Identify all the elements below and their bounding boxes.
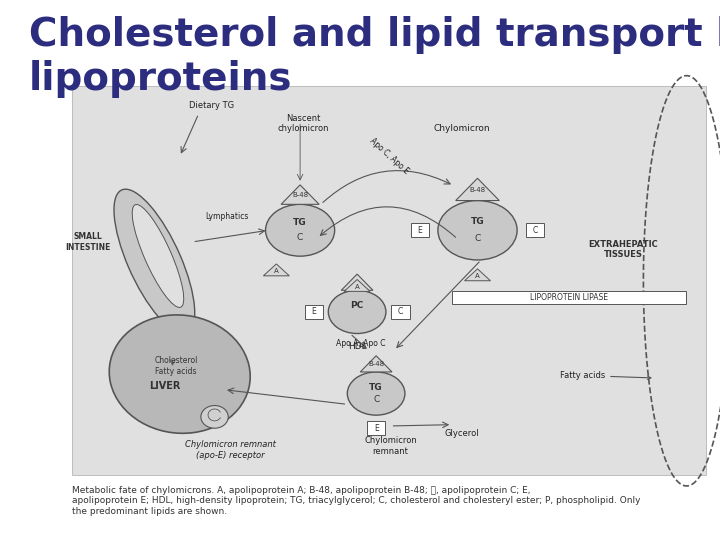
Polygon shape [344, 280, 370, 292]
Text: A: A [355, 284, 359, 289]
Text: PC: PC [351, 301, 364, 310]
Text: SMALL
INTESTINE: SMALL INTESTINE [65, 232, 111, 252]
Text: B-48: B-48 [469, 187, 485, 193]
Text: Metabolic fate of chylomicrons. A, apolipoprotein A; B-48, apolipoprotein B-48; : Metabolic fate of chylomicrons. A, apoli… [72, 486, 641, 516]
Text: C: C [532, 226, 538, 235]
Text: Nascent
chylomicron: Nascent chylomicron [278, 113, 330, 133]
Ellipse shape [109, 315, 251, 433]
Text: LIVER: LIVER [150, 381, 181, 391]
Bar [410, 223, 429, 237]
Ellipse shape [201, 406, 228, 428]
Circle shape [438, 200, 517, 260]
Bar [391, 305, 410, 319]
Text: Fatty acids: Fatty acids [560, 371, 651, 380]
Polygon shape [341, 274, 373, 291]
Text: A: A [274, 268, 279, 274]
Polygon shape [281, 185, 319, 204]
Text: TG: TG [369, 383, 383, 392]
Circle shape [347, 372, 405, 415]
Polygon shape [360, 356, 392, 372]
Text: Apo C, Apo E: Apo C, Apo E [368, 137, 410, 176]
Bar [366, 421, 385, 435]
Text: A: A [475, 273, 480, 279]
Text: B-48: B-48 [368, 361, 384, 367]
Text: LIPOPROTEIN LIPASE: LIPOPROTEIN LIPASE [530, 293, 608, 302]
Text: HDL: HDL [348, 342, 366, 350]
Circle shape [328, 291, 386, 334]
Text: C: C [297, 233, 303, 242]
Text: Chylomicron
remnant: Chylomicron remnant [364, 436, 417, 456]
Text: TG: TG [293, 219, 307, 227]
Polygon shape [464, 269, 490, 281]
Ellipse shape [114, 189, 194, 334]
Text: C: C [474, 234, 481, 243]
Text: Dietary TG: Dietary TG [189, 102, 234, 110]
Text: Chylomicron remnant
(apo-E) receptor: Chylomicron remnant (apo-E) receptor [185, 440, 276, 460]
Ellipse shape [132, 205, 184, 307]
Polygon shape [264, 264, 289, 276]
Text: Chylomicron: Chylomicron [433, 124, 490, 133]
Text: TG: TG [471, 218, 485, 226]
Bar [452, 291, 685, 304]
Text: E: E [374, 423, 379, 433]
Text: EXTRAHEPATIC
TISSUES: EXTRAHEPATIC TISSUES [588, 240, 658, 259]
Text: C: C [397, 307, 403, 316]
Text: B-48: B-48 [292, 192, 308, 198]
Text: Apo A, Apo C: Apo A, Apo C [336, 339, 385, 348]
Text: Lymphatics: Lymphatics [205, 212, 249, 220]
Text: E: E [418, 226, 423, 235]
Bar [526, 223, 544, 237]
Polygon shape [456, 178, 499, 200]
Circle shape [266, 204, 335, 256]
Text: C: C [373, 395, 379, 404]
Text: Fatty acids: Fatty acids [156, 367, 197, 376]
Text: E: E [312, 307, 316, 316]
Text: Cholesterol: Cholesterol [154, 356, 198, 365]
Text: Glycerol: Glycerol [444, 429, 479, 437]
Bar [72, 86, 706, 475]
Bar [305, 305, 323, 319]
Text: Cholesterol and lipid transport by
lipoproteins: Cholesterol and lipid transport by lipop… [29, 16, 720, 98]
